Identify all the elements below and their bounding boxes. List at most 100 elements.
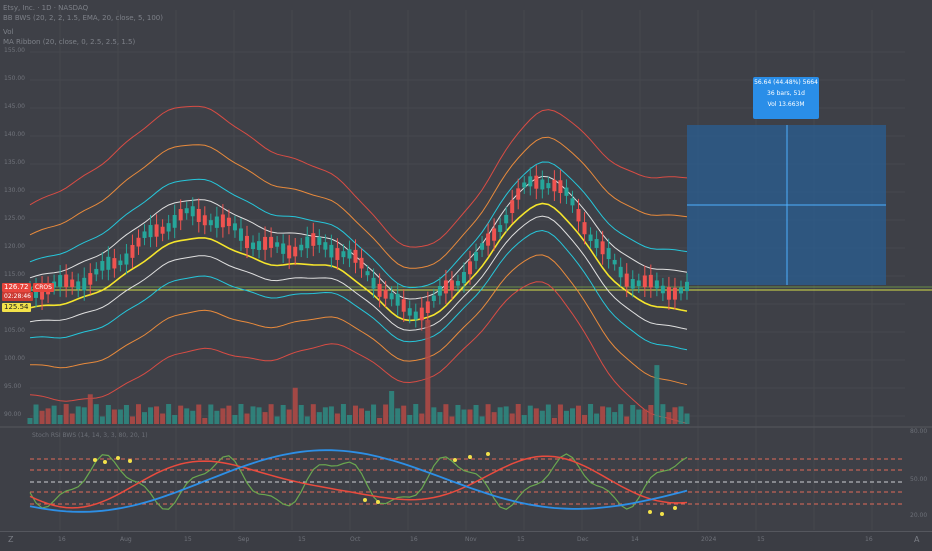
volume-bar — [57, 414, 63, 424]
volume-bar — [365, 410, 371, 424]
candle-body — [341, 251, 346, 258]
candle-body — [395, 293, 400, 306]
candle-body — [154, 224, 159, 237]
volume-bar — [527, 405, 533, 424]
basis-line — [29, 202, 688, 322]
candle-body — [685, 281, 689, 292]
volume-bar — [105, 404, 111, 424]
volume-bar — [310, 404, 316, 424]
volume-bar — [612, 412, 618, 424]
candle-body — [449, 280, 454, 291]
price-axis[interactable]: 155.00 150.00 145.00 140.00 135.00 130.0… — [0, 0, 30, 430]
volume-bar — [93, 404, 99, 424]
osc-blue-line — [29, 449, 688, 513]
price-tick: 90.00 — [4, 411, 22, 418]
volume-bar — [166, 404, 172, 424]
volume-bar — [539, 410, 545, 424]
candle-body — [214, 216, 219, 228]
candle-body — [492, 228, 497, 241]
auto-scale-button[interactable]: A — [914, 535, 920, 544]
time-tick: Sep — [238, 536, 250, 543]
candle-body — [64, 274, 69, 288]
volume-bar — [129, 416, 135, 424]
bb-indicator-legend[interactable]: BB BWS (20, 2, 2, 1.5, EMA, 20, close, 5… — [3, 14, 163, 22]
candle-body — [480, 243, 485, 250]
volume-bar — [551, 417, 557, 424]
candle-body — [576, 209, 581, 222]
osc-signal-dot — [116, 456, 120, 460]
volume-bar — [407, 414, 413, 424]
candle-body — [606, 248, 611, 260]
time-tick: Dec — [577, 536, 589, 543]
price-tick: 145.00 — [4, 103, 25, 110]
candle-body — [353, 249, 358, 263]
candle-body — [558, 180, 563, 194]
volume-bar — [244, 413, 250, 424]
volume-bar — [606, 407, 612, 424]
volume-bar — [509, 413, 515, 424]
volume-bar — [630, 404, 636, 424]
candle-body — [281, 243, 286, 254]
volume-bar — [142, 412, 148, 424]
candle-body — [377, 283, 382, 297]
ma-ribbon-legend[interactable]: MA Ribbon (20, close, 0, 2.5, 2.5, 1.5) — [3, 38, 136, 46]
candle-body — [94, 268, 99, 275]
volume-bar — [437, 412, 443, 424]
time-tick: Oct — [350, 536, 361, 543]
volume-bar — [636, 409, 642, 424]
candle-body — [58, 275, 63, 287]
oscillator-legend[interactable]: Stoch RSI BWS (14, 14, 3, 3, 80, 20, 1) — [32, 432, 148, 439]
candle-body — [504, 214, 509, 224]
bollinger-band — [29, 254, 688, 386]
zoom-icon[interactable]: Z — [8, 535, 14, 544]
basis-price-badge: 125.54 — [2, 303, 31, 312]
symbol-legend[interactable]: Etsy, Inc. · 1D · NASDAQ — [3, 4, 89, 12]
volume-bar — [111, 409, 117, 424]
volume-bar — [359, 408, 365, 424]
time-axis[interactable]: Z 16 Aug 15 Sep 15 Oct 16 Nov 15 Dec 14 … — [0, 531, 932, 551]
osc-tick: 20.00 — [910, 512, 928, 519]
volume-bar — [678, 406, 684, 424]
volume-bar — [419, 413, 425, 424]
candle-body — [226, 217, 231, 227]
candle-body — [474, 252, 479, 261]
candle-body — [76, 281, 81, 290]
volume-bar — [322, 407, 328, 424]
volume-bar — [274, 416, 280, 424]
candle-body — [100, 261, 105, 271]
volume-bar — [389, 391, 395, 424]
measure-volume: Vol 13.663M — [767, 101, 805, 108]
volume-bar — [184, 408, 190, 424]
volume-bar — [39, 410, 45, 424]
candle-body — [564, 187, 569, 196]
candle-body — [172, 214, 177, 228]
osc-signal-dot — [103, 460, 107, 464]
volume-bar — [503, 406, 509, 424]
volume-bar — [491, 412, 497, 424]
volume-indicator-legend[interactable]: Vol — [3, 28, 14, 36]
price-tick: 150.00 — [4, 75, 25, 82]
candle-body — [208, 220, 213, 226]
price-tick: 140.00 — [4, 131, 25, 138]
price-tick: 105.00 — [4, 327, 25, 334]
candle-body — [190, 206, 195, 217]
volume-bar — [431, 407, 437, 424]
candle-body — [528, 176, 533, 187]
volume-bar — [346, 415, 352, 424]
candle-body — [52, 281, 57, 288]
volume-bar — [45, 408, 51, 424]
candle-body — [196, 208, 201, 222]
volume-bar — [316, 412, 322, 424]
volume-bar — [473, 405, 479, 424]
volume-bar — [202, 417, 208, 424]
candle-body — [118, 260, 123, 266]
candle-body — [582, 222, 587, 235]
time-tick: 15 — [184, 536, 192, 543]
candle-body — [401, 299, 406, 312]
volume-bar — [154, 406, 160, 424]
candle-body — [323, 242, 328, 250]
measure-change: 56.64 (44.48%) 5664 — [754, 79, 818, 86]
candle-body — [251, 242, 256, 250]
